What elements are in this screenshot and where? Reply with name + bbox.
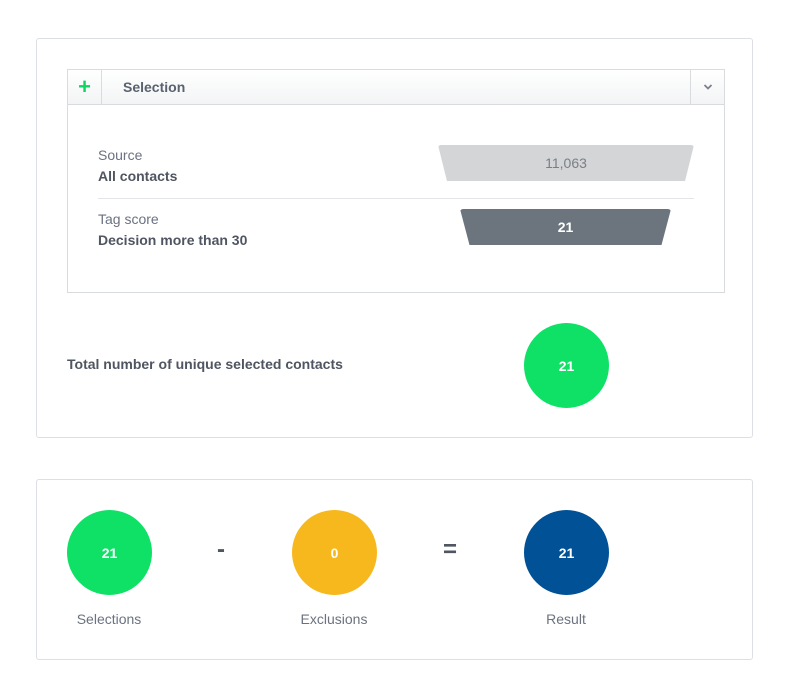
collapse-toggle-button[interactable] [690,70,724,104]
selections-value: 21 [101,544,118,561]
source-count-bar: 11,063 [438,145,694,181]
tag-score-label: Tag score [98,211,159,227]
source-row-label: Source All contacts [98,145,177,187]
result-caption: Result [546,611,586,627]
chevron-down-icon [703,84,712,90]
tag-score-count-bar: 21 [460,209,671,245]
total-unique-contacts-label: Total number of unique selected contacts [67,356,343,372]
total-unique-contacts-value: 21 [558,357,575,374]
selections-caption: Selections [76,611,142,627]
result-circle: 21 [524,510,609,595]
summary-card: 21 - 0 = 21 Selections Exclusions Result [36,479,753,660]
selection-card: + Selection Source All contacts 11,063 T… [36,38,753,438]
equals-operator: = [443,536,458,563]
add-selection-button[interactable]: + [68,70,102,104]
tag-score-row-label: Tag score Decision more than 30 [98,209,247,251]
tag-score-value: Decision more than 30 [98,232,248,248]
plus-icon: + [78,74,91,99]
source-value: All contacts [98,168,178,184]
source-count: 11,063 [545,155,587,171]
tag-score-count: 21 [557,219,574,235]
panel-title: Selection [123,79,186,95]
selection-panel-header: + Selection [68,70,724,105]
selections-circle: 21 [67,510,152,595]
result-value: 21 [558,544,575,561]
source-label: Source [98,147,143,163]
exclusions-circle: 0 [292,510,377,595]
minus-operator: - [217,536,225,563]
exclusions-value: 0 [330,544,339,561]
row-divider [98,198,694,199]
exclusions-caption: Exclusions [300,611,368,627]
total-unique-contacts-circle: 21 [524,323,609,408]
selection-panel: + Selection Source All contacts 11,063 T… [67,69,725,293]
